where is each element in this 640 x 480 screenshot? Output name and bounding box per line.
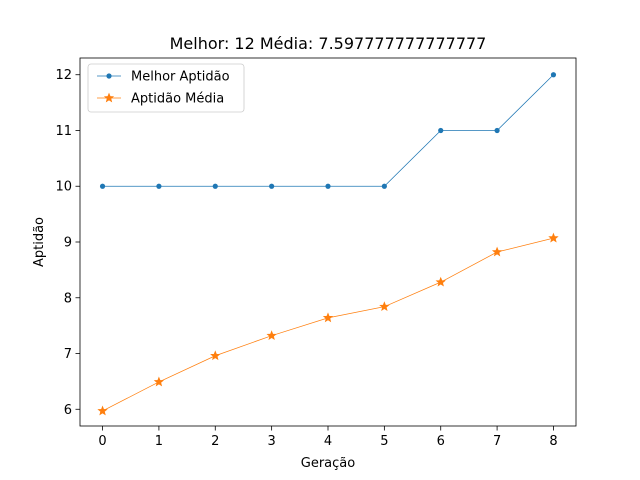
y-tick-label: 9 xyxy=(64,236,72,251)
legend-box xyxy=(87,63,245,113)
y-tick-label: 11 xyxy=(55,124,72,139)
data-point-media xyxy=(435,276,446,287)
plot-frame xyxy=(79,57,577,427)
y-tick-label: 7 xyxy=(64,347,72,362)
x-tick-label: 6 xyxy=(437,434,445,449)
y-tick-label: 10 xyxy=(55,180,72,195)
data-point-media xyxy=(97,405,108,416)
y-axis-label: Aptidão xyxy=(32,217,47,267)
y-tick-label: 8 xyxy=(64,291,72,306)
data-point-media xyxy=(548,232,559,243)
data-point-melhor xyxy=(99,183,106,189)
data-point-media xyxy=(210,350,221,361)
data-point-media xyxy=(153,376,165,387)
data-point-media xyxy=(491,246,503,257)
legend-marker-media xyxy=(103,92,115,103)
data-point-media xyxy=(379,301,390,312)
legend-label-melhor: Melhor Aptidão xyxy=(131,70,230,85)
x-tick-label: 2 xyxy=(211,434,219,449)
data-point-melhor xyxy=(381,183,387,189)
legend-label-media: Aptidão Média xyxy=(131,92,224,107)
data-point-melhor xyxy=(156,183,162,189)
x-tick-label: 3 xyxy=(267,434,275,449)
data-point-melhor xyxy=(438,127,444,134)
legend-marker-melhor xyxy=(106,73,112,79)
data-point-melhor xyxy=(550,72,557,78)
legend: Melhor Aptidão Aptidão Média xyxy=(87,63,245,113)
x-axis-label: Geração xyxy=(301,456,355,471)
x-tick-label: 5 xyxy=(380,434,388,449)
y-tick-label: 12 xyxy=(55,68,72,83)
data-point-media xyxy=(322,312,334,323)
y-tick-label: 6 xyxy=(64,403,72,418)
data-point-melhor xyxy=(212,183,218,189)
data-point-melhor xyxy=(494,127,500,134)
series-line-media xyxy=(102,237,554,412)
data-point-melhor xyxy=(325,183,331,189)
plot-content xyxy=(97,72,559,416)
x-tick-label: 7 xyxy=(493,434,501,449)
data-point-melhor xyxy=(269,183,275,189)
x-tick-label: 1 xyxy=(155,434,163,449)
chart-title: Melhor: 12 Média: 7.597777777777777 xyxy=(170,34,487,53)
x-tick-label: 8 xyxy=(549,434,557,449)
x-tick-label: 4 xyxy=(324,434,332,449)
data-point-media xyxy=(266,330,277,341)
x-tick-label: 0 xyxy=(98,434,106,449)
